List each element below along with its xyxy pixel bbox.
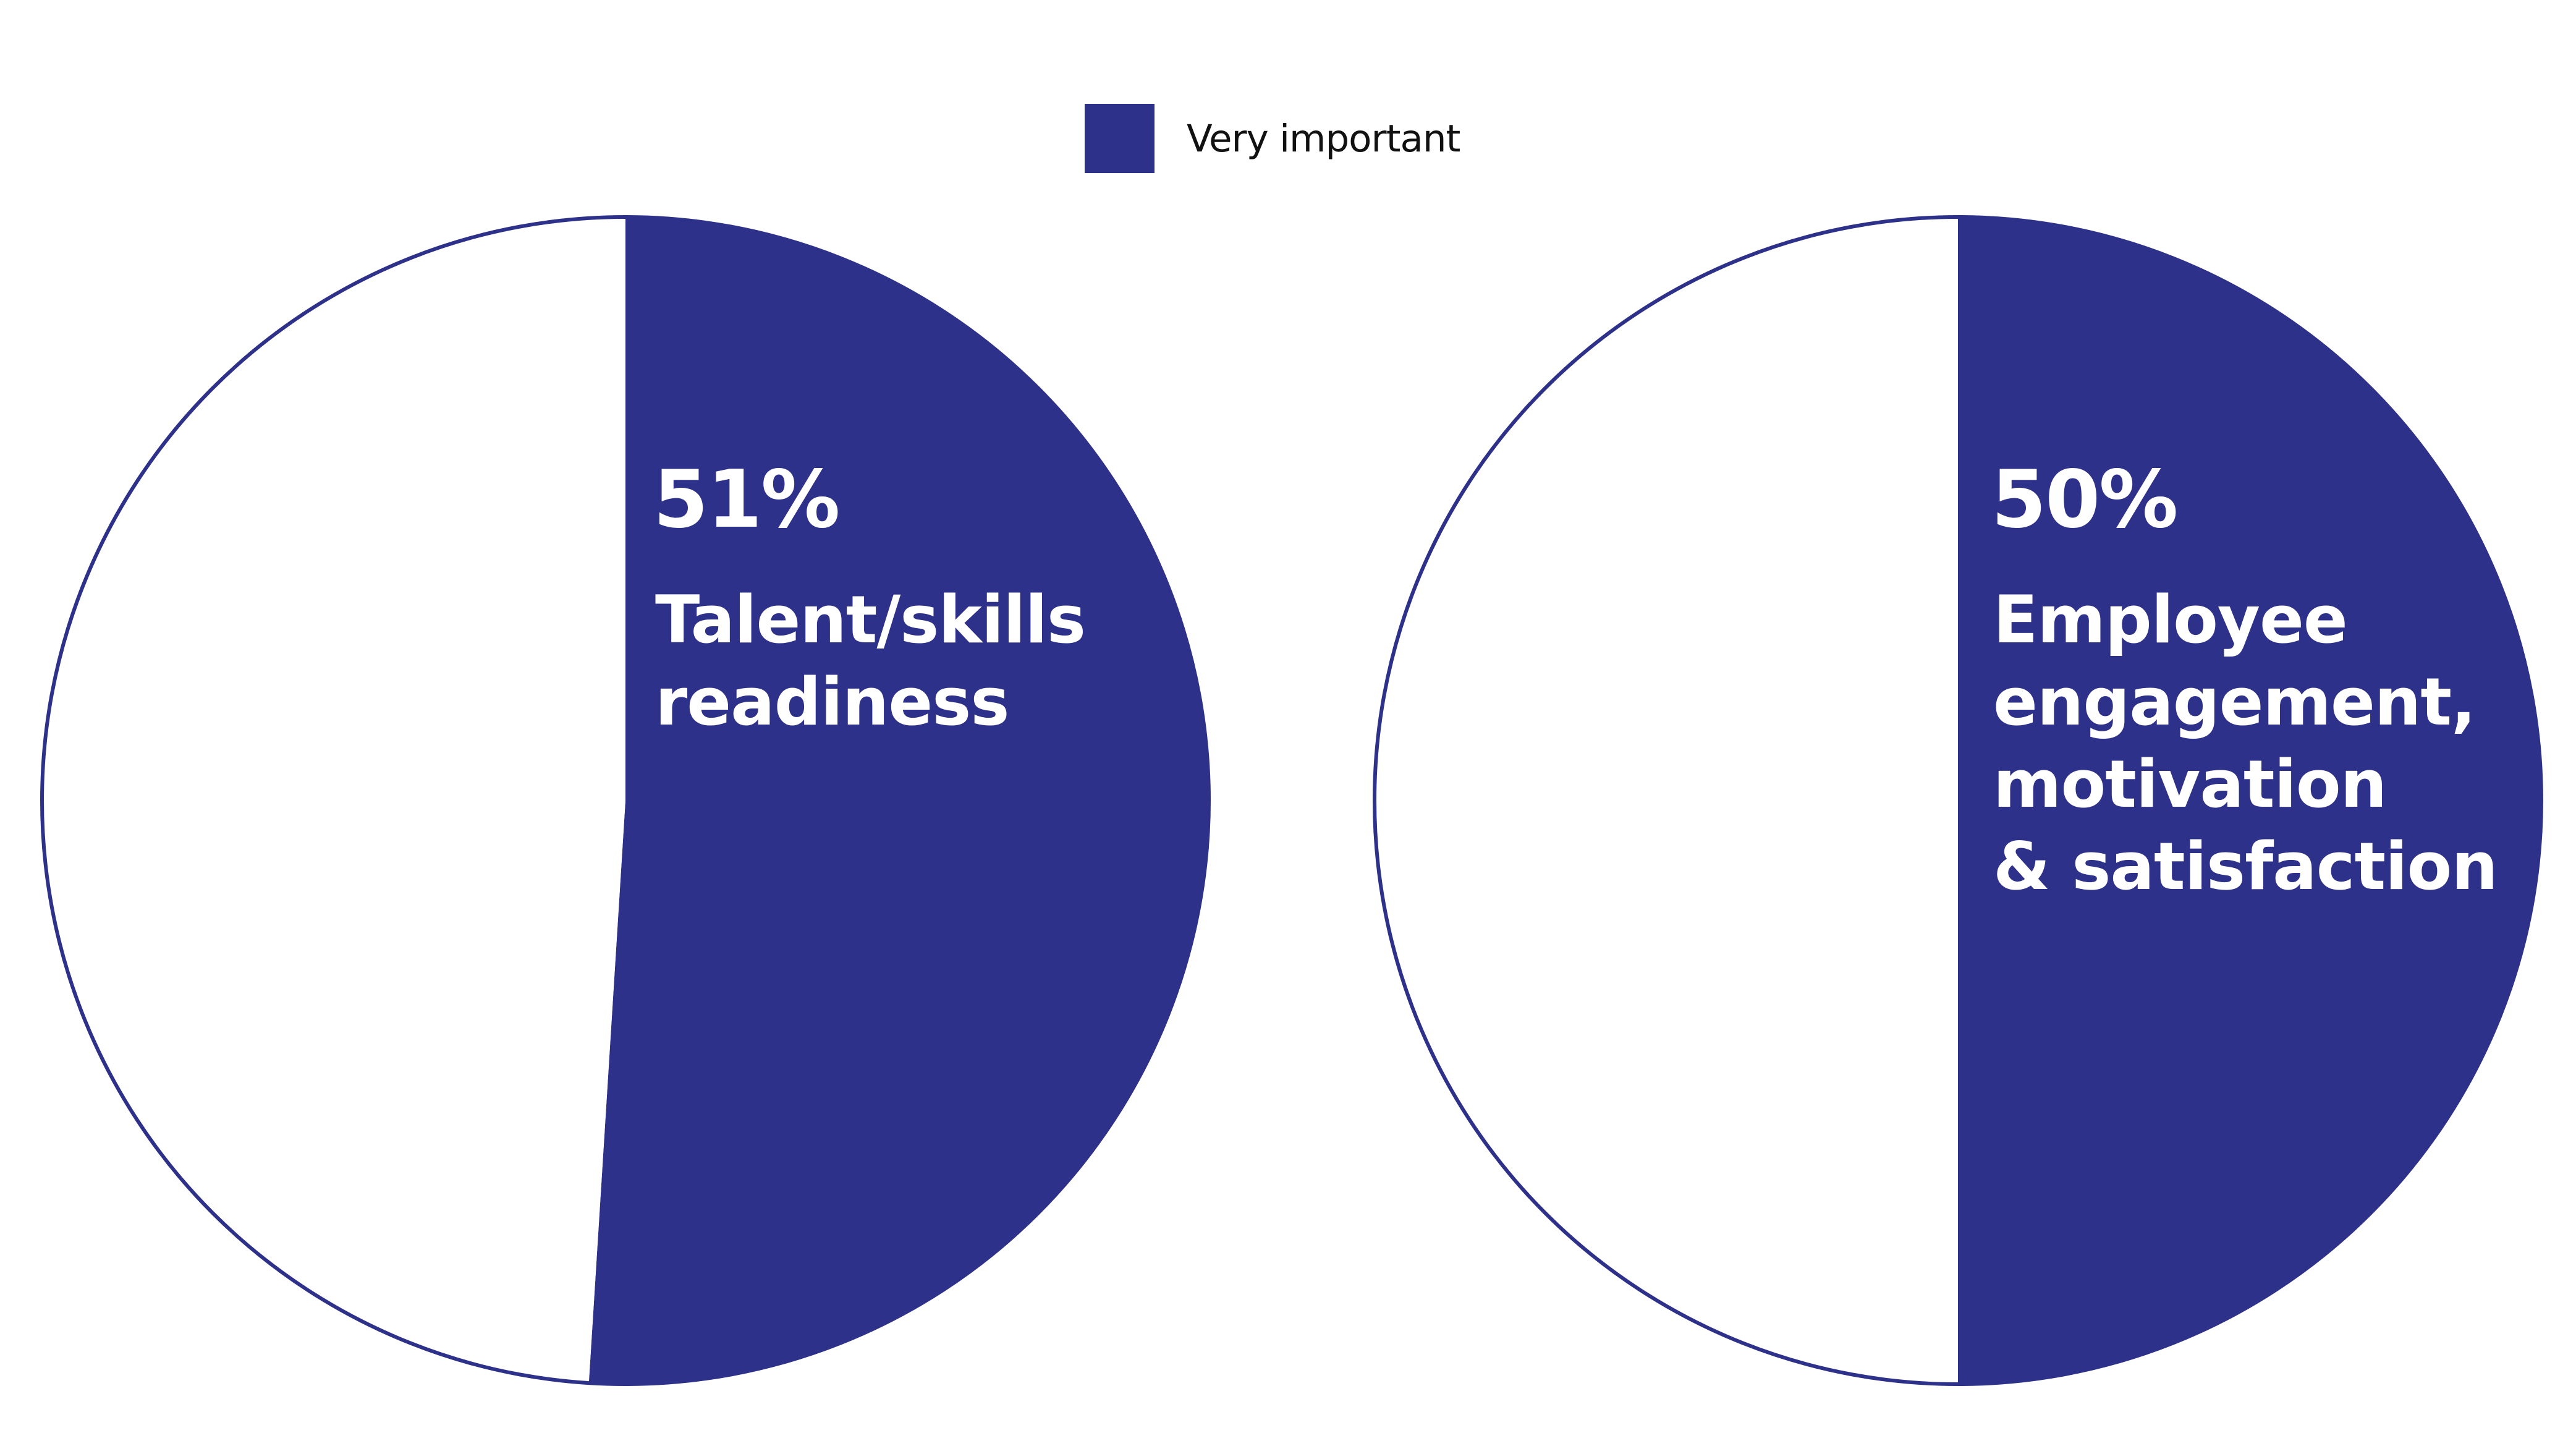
pie-chart-engagement: [1373, 215, 2543, 1386]
pie-category-label: Employee engagement, motivation & satisf…: [1993, 582, 2498, 904]
pie-outline: [1373, 215, 2543, 1386]
pie-slice-very-important: [588, 217, 1210, 1384]
pie-chart-talent: [40, 215, 1211, 1386]
pie-category-label: Talent/skills readiness: [655, 582, 1086, 740]
legend: Very important: [1085, 104, 1460, 173]
pie-value-label: 50%: [1991, 454, 2178, 546]
pie-slice-remainder: [1375, 217, 1958, 1384]
legend-swatch: [1085, 104, 1155, 173]
legend-label: Very important: [1187, 116, 1460, 161]
pie-slice-remainder: [42, 217, 626, 1384]
pie-value-label: 51%: [653, 454, 840, 546]
pie-outline: [40, 215, 1211, 1386]
pie-slice-very-important: [1958, 217, 2541, 1384]
